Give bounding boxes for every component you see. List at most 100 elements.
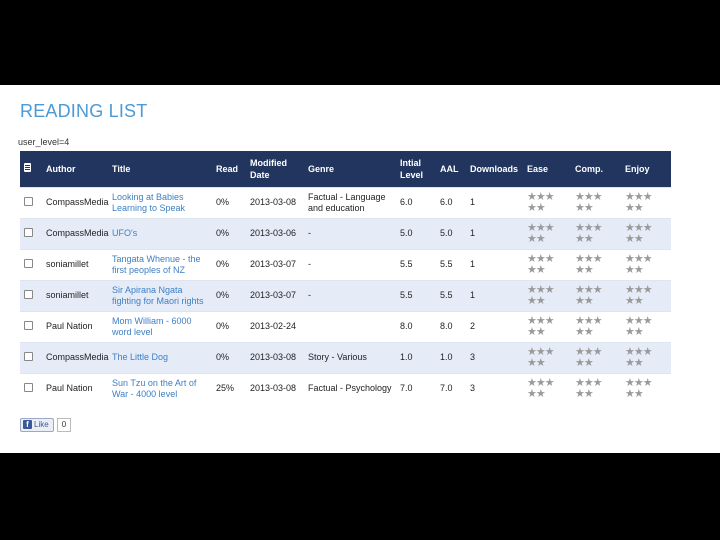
cell-genre bbox=[304, 310, 396, 342]
cell-aal: 6.0 bbox=[436, 186, 466, 218]
star-icon[interactable]: ★★★ ★★ bbox=[625, 190, 653, 214]
cell-title[interactable]: Sun Tzu on the Art of War - 4000 level bbox=[108, 372, 212, 404]
star-icon[interactable]: ★★★ ★★ bbox=[625, 314, 653, 338]
checkbox-icon[interactable] bbox=[24, 382, 33, 392]
row-select[interactable] bbox=[20, 279, 42, 311]
star-icon[interactable]: ★★★ ★★ bbox=[575, 314, 603, 338]
enjoy-rating[interactable]: ★★★ ★★ bbox=[621, 248, 671, 280]
col-comp[interactable]: Comp. bbox=[575, 163, 603, 174]
ease-rating[interactable]: ★★★ ★★ bbox=[523, 248, 571, 280]
table-row: CompassMedia UFO's 0% 2013-03-06-5.0 5.0 1 ★★★… bbox=[20, 217, 671, 249]
ease-rating[interactable]: ★★★ ★★ bbox=[523, 372, 571, 404]
enjoy-rating[interactable]: ★★★ ★★ bbox=[621, 372, 671, 404]
facebook-like-button[interactable]: f Like bbox=[20, 417, 54, 432]
checkbox-icon[interactable] bbox=[24, 196, 33, 206]
cell-modified-date: 2013-03-06 bbox=[246, 217, 304, 249]
cell-title[interactable]: The Little Dog bbox=[108, 341, 212, 373]
col-aal[interactable]: AAL bbox=[440, 163, 459, 174]
star-icon[interactable]: ★★★ ★★ bbox=[527, 252, 555, 276]
star-icon[interactable]: ★★★ ★★ bbox=[575, 221, 603, 245]
ease-rating[interactable]: ★★★ ★★ bbox=[523, 279, 571, 311]
checkbox-icon[interactable] bbox=[24, 351, 33, 361]
title-link[interactable]: UFO's bbox=[112, 228, 138, 238]
star-icon[interactable]: ★★★ ★★ bbox=[575, 252, 603, 276]
star-icon[interactable]: ★★★ ★★ bbox=[575, 345, 603, 369]
row-select[interactable] bbox=[20, 372, 42, 404]
col-initial-level[interactable]: Intial Level bbox=[400, 157, 424, 180]
star-icon[interactable]: ★★★ ★★ bbox=[625, 376, 653, 400]
checkbox-icon[interactable] bbox=[24, 289, 33, 299]
star-icon[interactable]: ★★★ ★★ bbox=[527, 376, 555, 400]
star-icon[interactable]: ★★★ ★★ bbox=[625, 283, 653, 307]
title-link[interactable]: Mom William - 6000 word level bbox=[112, 315, 192, 337]
star-icon[interactable]: ★★★ ★★ bbox=[527, 283, 555, 307]
row-select[interactable] bbox=[20, 248, 42, 280]
cell-title[interactable]: Mom William - 6000 word level bbox=[108, 310, 212, 342]
cell-read: 0% bbox=[212, 217, 246, 249]
cell-read: 0% bbox=[212, 341, 246, 373]
title-link[interactable]: Tangata Whenue - the first peoples of NZ bbox=[112, 253, 201, 275]
cell-initial-level: 7.0 bbox=[396, 372, 436, 404]
comp-rating[interactable]: ★★★ ★★ bbox=[571, 248, 621, 280]
col-modified-date[interactable]: Modified Date bbox=[250, 157, 287, 180]
col-title[interactable]: Title bbox=[112, 163, 131, 174]
col-ease[interactable]: Ease bbox=[527, 163, 549, 174]
checkbox-icon[interactable] bbox=[24, 258, 33, 268]
cell-downloads: 1 bbox=[466, 217, 523, 249]
user-level-text: user_level=4 bbox=[18, 137, 70, 147]
star-icon[interactable]: ★★★ ★★ bbox=[625, 252, 653, 276]
star-icon[interactable]: ★★★ ★★ bbox=[527, 314, 555, 338]
star-icon[interactable]: ★★★ ★★ bbox=[625, 345, 653, 369]
table-row: CompassMedia Looking at Babies Learning t… bbox=[20, 186, 671, 218]
cell-title[interactable]: Tangata Whenue - the first peoples of NZ bbox=[108, 248, 212, 280]
enjoy-rating[interactable]: ★★★ ★★ bbox=[621, 217, 671, 249]
checkbox-icon[interactable] bbox=[24, 227, 33, 237]
cell-downloads: 1 bbox=[466, 279, 523, 311]
enjoy-rating[interactable]: ★★★ ★★ bbox=[621, 310, 671, 342]
star-icon[interactable]: ★★★ ★★ bbox=[527, 190, 555, 214]
comp-rating[interactable]: ★★★ ★★ bbox=[571, 217, 621, 249]
table-body: CompassMedia Looking at Babies Learning t… bbox=[20, 186, 671, 404]
col-read[interactable]: Read bbox=[216, 163, 239, 174]
ease-rating[interactable]: ★★★ ★★ bbox=[523, 341, 571, 373]
checkbox-icon[interactable] bbox=[24, 320, 33, 330]
cell-genre: Story - Various bbox=[304, 341, 396, 373]
row-select[interactable] bbox=[20, 310, 42, 342]
title-link[interactable]: Sir Apirana Ngata fighting for Maori rig… bbox=[112, 284, 204, 306]
comp-rating[interactable]: ★★★ ★★ bbox=[571, 186, 621, 218]
comp-rating[interactable]: ★★★ ★★ bbox=[571, 310, 621, 342]
cell-aal: 5.5 bbox=[436, 248, 466, 280]
comp-rating[interactable]: ★★★ ★★ bbox=[571, 279, 621, 311]
ease-rating[interactable]: ★★★ ★★ bbox=[523, 217, 571, 249]
star-icon[interactable]: ★★★ ★★ bbox=[575, 376, 603, 400]
star-icon[interactable]: ★★★ ★★ bbox=[527, 221, 555, 245]
title-link[interactable]: Sun Tzu on the Art of War - 4000 level bbox=[112, 377, 197, 399]
cell-title[interactable]: Sir Apirana Ngata fighting for Maori rig… bbox=[108, 279, 212, 311]
col-downloads[interactable]: Downloads bbox=[470, 163, 519, 174]
title-link[interactable]: Looking at Babies Learning to Speak bbox=[112, 191, 186, 213]
comp-rating[interactable]: ★★★ ★★ bbox=[571, 341, 621, 373]
enjoy-rating[interactable]: ★★★ ★★ bbox=[621, 186, 671, 218]
row-select[interactable] bbox=[20, 341, 42, 373]
enjoy-rating[interactable]: ★★★ ★★ bbox=[621, 341, 671, 373]
ease-rating[interactable]: ★★★ ★★ bbox=[523, 186, 571, 218]
star-icon[interactable]: ★★★ ★★ bbox=[625, 221, 653, 245]
star-icon[interactable]: ★★★ ★★ bbox=[575, 283, 603, 307]
cell-initial-level: 6.0 bbox=[396, 186, 436, 218]
star-icon[interactable]: ★★★ ★★ bbox=[575, 190, 603, 214]
cell-title[interactable]: Looking at Babies Learning to Speak bbox=[108, 186, 212, 218]
col-author[interactable]: Author bbox=[46, 163, 76, 174]
comp-rating[interactable]: ★★★ ★★ bbox=[571, 372, 621, 404]
col-genre[interactable]: Genre bbox=[308, 163, 335, 174]
row-select[interactable] bbox=[20, 217, 42, 249]
enjoy-rating[interactable]: ★★★ ★★ bbox=[621, 279, 671, 311]
star-icon[interactable]: ★★★ ★★ bbox=[527, 345, 555, 369]
col-enjoy[interactable]: Enjoy bbox=[625, 163, 650, 174]
title-link[interactable]: The Little Dog bbox=[112, 352, 169, 362]
select-all-icon[interactable] bbox=[24, 162, 31, 172]
row-select[interactable] bbox=[20, 186, 42, 218]
ease-rating[interactable]: ★★★ ★★ bbox=[523, 310, 571, 342]
select-all-header[interactable] bbox=[20, 151, 42, 187]
cell-title[interactable]: UFO's bbox=[108, 217, 212, 249]
cell-downloads: 3 bbox=[466, 341, 523, 373]
